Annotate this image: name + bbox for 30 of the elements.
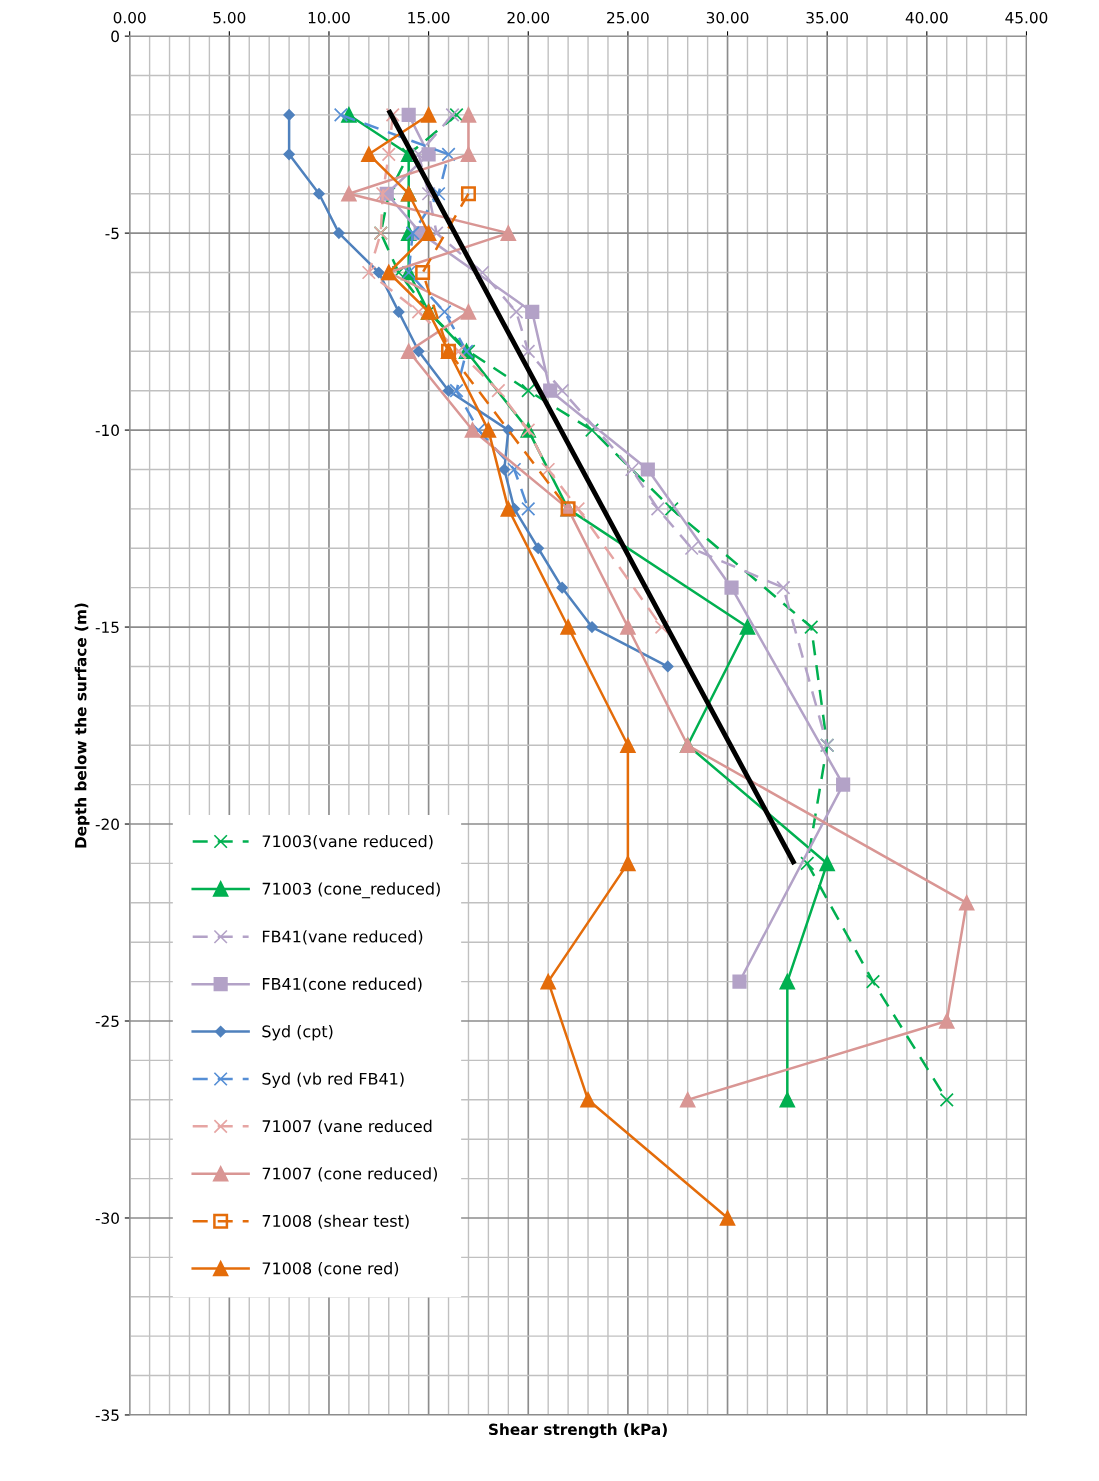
y-axis-title: Depth below the surface (m) [74,603,90,848]
legend-label: FB41(cone reduced) [262,977,422,992]
y-tick-label: -5 [105,227,119,240]
x-axis-title: Shear strength (kPa) [489,1423,667,1439]
legend-label: FB41(vane reduced) [262,930,423,945]
legend-label: 71007 (vane reduced [262,1119,432,1135]
x-tick-label: 45.00 [1005,11,1048,24]
y-tick-label: 0 [111,30,119,43]
legend-label: 71008 (cone red) [262,1262,399,1277]
x-tick-label: 0.00 [113,11,146,24]
x-tick-label: 15.00 [408,11,450,24]
legend-label: 71007 (cone reduced) [262,1167,437,1182]
y-tick-label: -25 [95,1015,119,1028]
y-tick-label: -20 [95,818,119,831]
x-tick-label: 20.00 [507,11,550,24]
y-tick-label: -35 [95,1409,119,1421]
y-tick-label: -30 [95,1212,119,1224]
x-tick-label: 10.00 [308,11,350,24]
legend-label: 71008 (shear test) [262,1214,409,1229]
x-tick-label: 40.00 [905,11,948,24]
x-tick-label: 30.00 [706,11,749,24]
x-tick-label: 5.00 [213,11,246,24]
y-tick-label: -15 [95,621,119,634]
x-tick-label: 35.00 [806,11,849,24]
y-tick-label: -10 [95,424,119,437]
legend-label: Syd (vb red FB41) [262,1072,404,1088]
legend-label: 71003 (cone_reduced) [262,882,440,899]
legend-label: 71003(vane reduced) [262,834,433,850]
legend-label: Syd (cpt) [262,1025,333,1041]
x-tick-label: 25.00 [607,11,649,24]
